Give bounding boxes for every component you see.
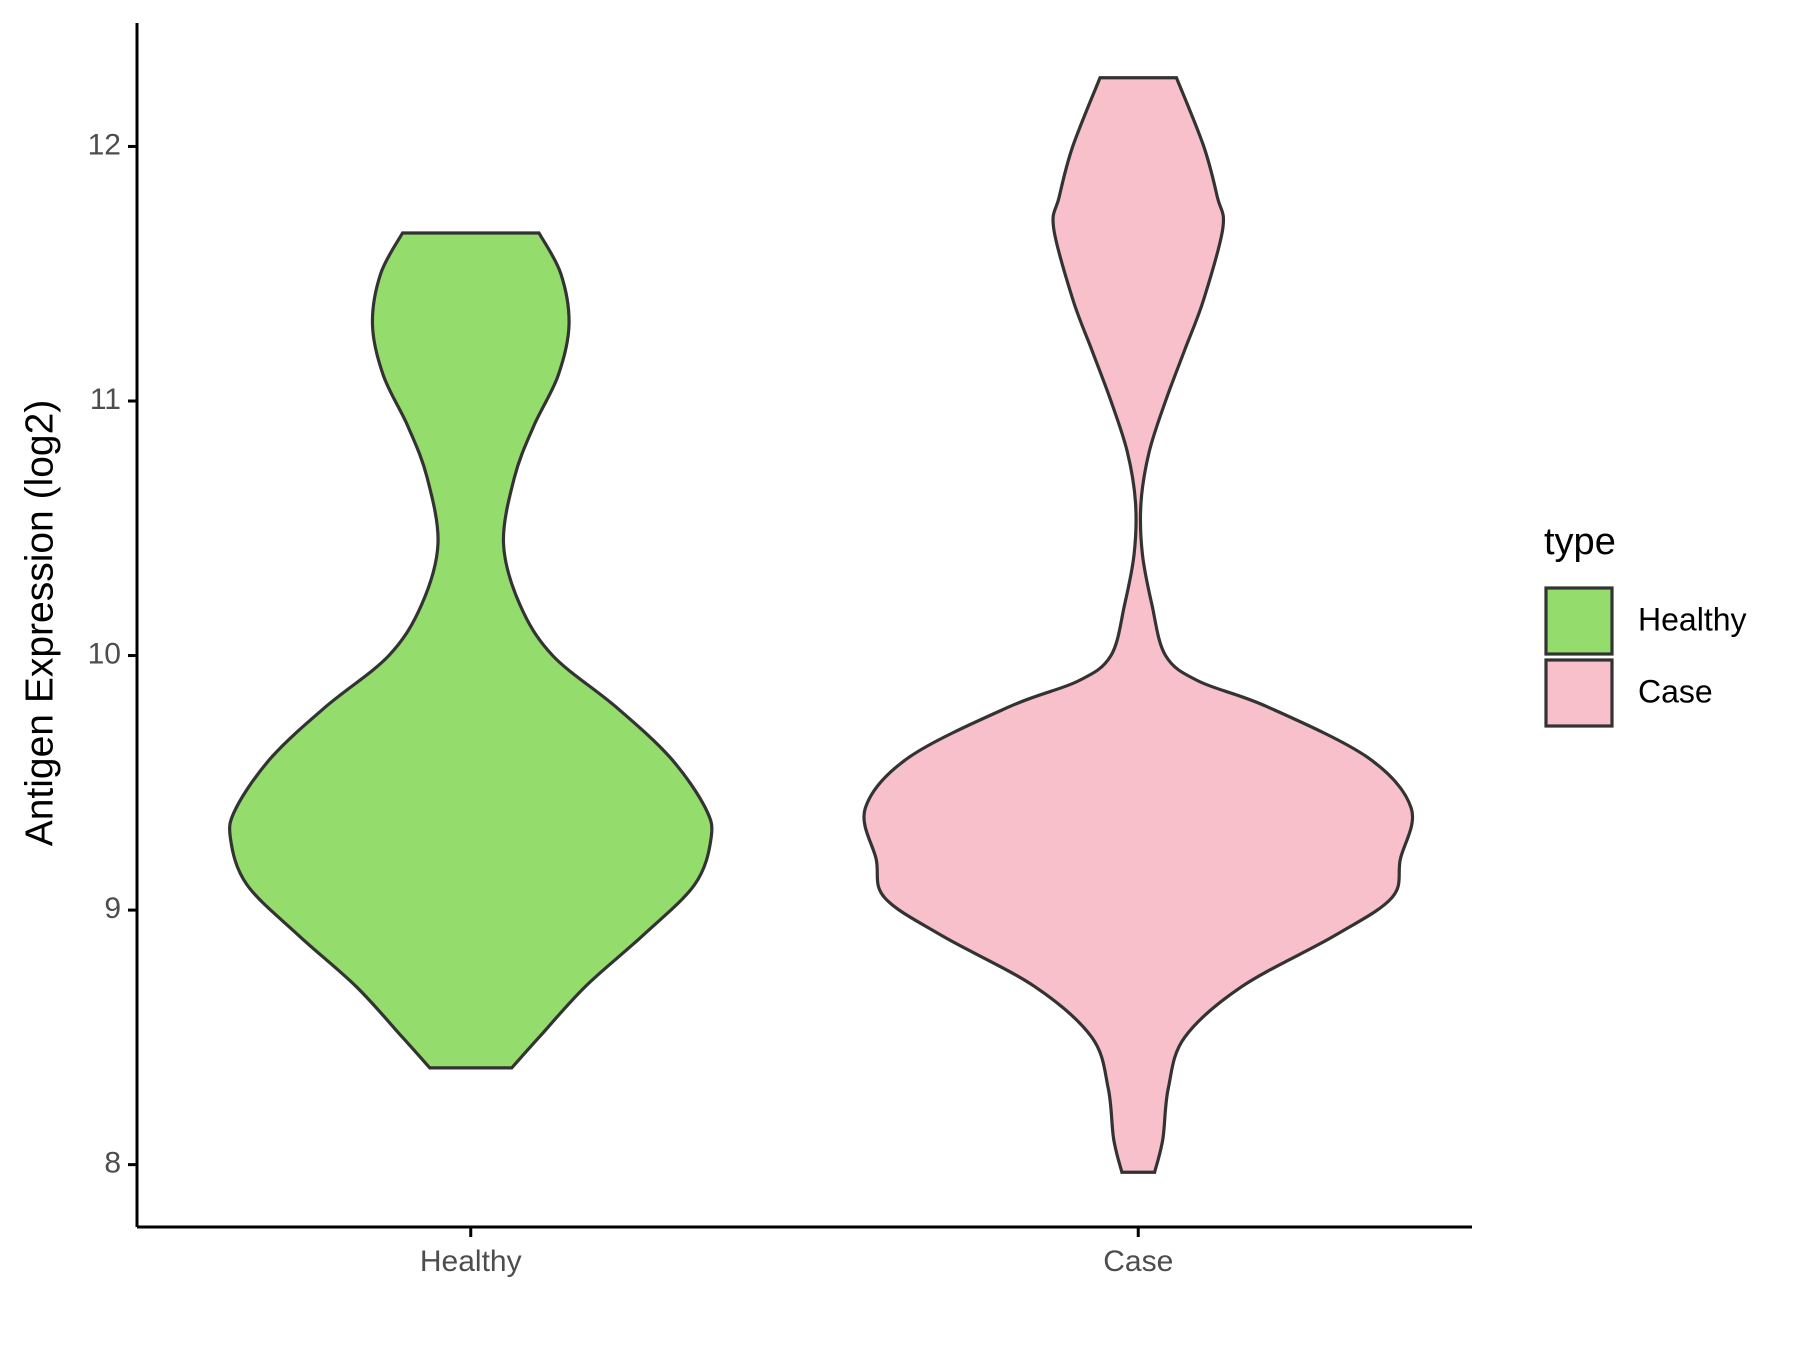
legend-key	[1544, 658, 1614, 728]
legend-label: Healthy	[1638, 601, 1747, 637]
y-tick-label: 12	[88, 128, 121, 161]
y-tick-label: 8	[104, 1147, 121, 1180]
x-tick-label: Healthy	[420, 1245, 522, 1278]
violin	[228, 231, 714, 1070]
y-tick-label: 11	[90, 383, 121, 416]
y-tick-label: 10	[88, 637, 121, 670]
x-tick-label: Case	[1103, 1245, 1173, 1278]
legend-title: type	[1544, 521, 1616, 563]
legend-key	[1544, 586, 1614, 656]
y-axis-title: Antigen Expression (log2)	[18, 400, 61, 847]
violin	[862, 76, 1415, 1174]
y-tick-label: 9	[104, 892, 121, 925]
legend-label: Case	[1638, 673, 1713, 709]
